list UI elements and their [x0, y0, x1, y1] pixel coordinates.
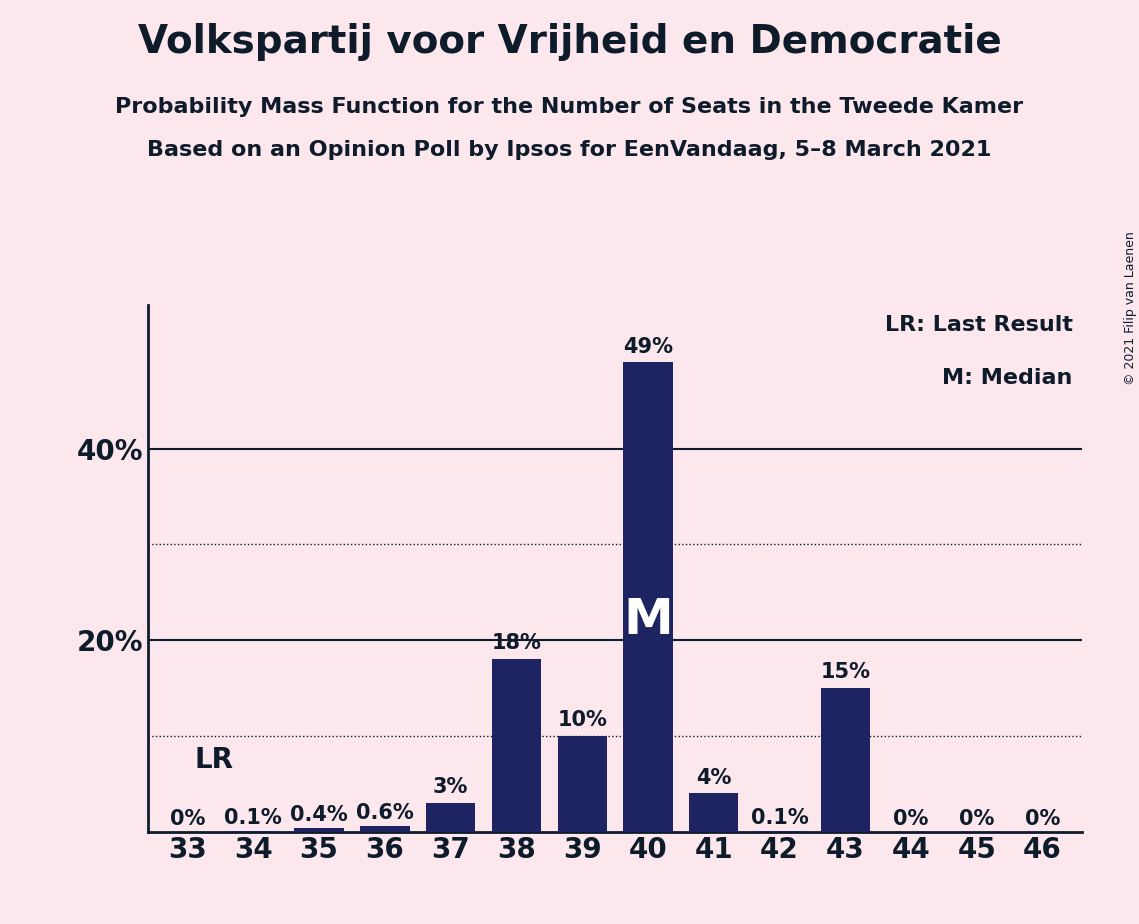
- Text: Probability Mass Function for the Number of Seats in the Tweede Kamer: Probability Mass Function for the Number…: [115, 97, 1024, 117]
- Text: Volkspartij voor Vrijheid en Democratie: Volkspartij voor Vrijheid en Democratie: [138, 23, 1001, 61]
- Text: LR: Last Result: LR: Last Result: [885, 315, 1073, 335]
- Bar: [426, 803, 475, 832]
- Bar: [294, 828, 344, 832]
- Text: 0.1%: 0.1%: [751, 808, 809, 828]
- Text: 10%: 10%: [557, 711, 607, 730]
- Text: 0.1%: 0.1%: [224, 808, 282, 828]
- Bar: [623, 362, 673, 832]
- Text: 18%: 18%: [491, 634, 541, 653]
- Text: © 2021 Filip van Laenen: © 2021 Filip van Laenen: [1124, 231, 1137, 384]
- Text: 49%: 49%: [623, 336, 673, 357]
- Text: 3%: 3%: [433, 777, 468, 797]
- Bar: [755, 831, 804, 832]
- Bar: [689, 794, 738, 832]
- Bar: [492, 659, 541, 832]
- Text: 0%: 0%: [170, 808, 205, 829]
- Text: M: Median: M: Median: [942, 368, 1073, 388]
- Text: Based on an Opinion Poll by Ipsos for EenVandaag, 5–8 March 2021: Based on an Opinion Poll by Ipsos for Ee…: [147, 140, 992, 161]
- Bar: [557, 736, 607, 832]
- Text: 0%: 0%: [1025, 808, 1060, 829]
- Text: M: M: [623, 597, 673, 644]
- Bar: [820, 688, 870, 832]
- Text: 0%: 0%: [959, 808, 994, 829]
- Text: 0%: 0%: [893, 808, 928, 829]
- Text: 0.4%: 0.4%: [290, 805, 347, 825]
- Text: 15%: 15%: [820, 663, 870, 682]
- Text: 0.6%: 0.6%: [357, 803, 413, 823]
- Bar: [229, 831, 278, 832]
- Text: LR: LR: [194, 746, 233, 773]
- Bar: [360, 826, 410, 832]
- Text: 4%: 4%: [696, 768, 731, 787]
